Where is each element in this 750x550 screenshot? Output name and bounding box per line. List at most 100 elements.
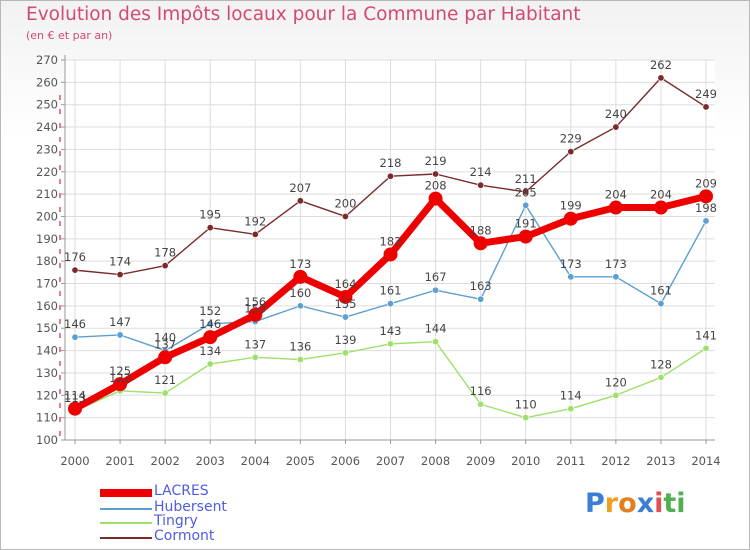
data-label-hubersent: 153 [244, 302, 266, 316]
data-label-cormont: 214 [470, 165, 492, 179]
y-tick-label: 270 [36, 53, 58, 67]
data-label-cormont: 207 [289, 181, 311, 195]
data-point-hubersent [522, 201, 530, 209]
legend-item-lacres: LACRES [100, 483, 340, 500]
data-label-lacres: 208 [425, 179, 447, 193]
y-tick-label: 260 [36, 75, 58, 89]
data-point-hubersent [612, 273, 620, 281]
data-point-lacres [653, 200, 668, 215]
y-tick-label: 110 [36, 411, 58, 425]
x-tick-label: 2002 [151, 454, 180, 468]
data-point-tingry [477, 400, 485, 408]
data-label-tingry: 128 [650, 357, 672, 371]
data-label-hubersent: 161 [380, 284, 402, 298]
data-label-lacres: 209 [695, 176, 717, 190]
y-tick-label: 200 [36, 209, 58, 223]
data-point-cormont [432, 170, 440, 178]
x-tick-label: 2005 [286, 454, 315, 468]
data-label-tingry: 134 [199, 344, 221, 358]
chart-title: Evolution des Impôts locaux pour la Comm… [26, 4, 581, 25]
data-label-hubersent: 152 [199, 304, 221, 318]
data-point-hubersent [206, 320, 214, 328]
data-label-cormont: 211 [515, 172, 537, 186]
legend-swatch-cormont [100, 537, 152, 539]
legend-swatch-hubersent [100, 508, 152, 510]
data-label-hubersent: 146 [64, 317, 86, 331]
data-label-cormont: 178 [154, 246, 176, 260]
data-point-tingry [251, 353, 259, 361]
y-tick-label: 190 [36, 232, 58, 246]
data-label-tingry: 114 [560, 389, 582, 403]
data-label-hubersent: 205 [515, 185, 537, 199]
x-tick-label: 2011 [556, 454, 585, 468]
legend-label-hubersent: Hubersent [154, 499, 227, 515]
logo-letter: i [654, 488, 664, 519]
data-point-lacres [699, 189, 713, 204]
data-label-tingry: 121 [154, 373, 176, 387]
data-point-hubersent [296, 302, 304, 310]
data-point-hubersent [477, 295, 485, 303]
data-label-lacres: 204 [605, 188, 627, 202]
data-label-cormont: 200 [334, 196, 356, 210]
data-label-lacres: 188 [470, 223, 492, 237]
data-label-cormont: 174 [109, 255, 131, 269]
legend-item-cormont: Cormont [100, 528, 340, 545]
data-label-hubersent: 155 [334, 297, 356, 311]
x-tick-label: 2000 [60, 454, 89, 468]
data-label-tingry: 122 [109, 371, 131, 385]
data-point-lacres [113, 377, 128, 392]
data-label-tingry: 113 [64, 391, 86, 405]
data-label-hubersent: 147 [109, 315, 131, 329]
y-tick-label: 220 [36, 165, 58, 179]
x-tick-label: 2013 [646, 454, 675, 468]
x-tick-label: 2004 [241, 454, 270, 468]
x-tick-label: 2003 [196, 454, 225, 468]
data-label-tingry: 143 [380, 324, 402, 338]
data-point-cormont [341, 212, 349, 220]
data-point-cormont [251, 230, 259, 238]
data-label-lacres: 137 [154, 337, 176, 351]
data-label-tingry: 110 [515, 398, 537, 412]
y-tick-label: 130 [36, 366, 58, 380]
data-label-hubersent: 198 [695, 201, 717, 215]
legend-label-lacres: LACRES [154, 483, 209, 499]
y-tick-label: 170 [36, 277, 58, 291]
y-tick-label: 230 [36, 142, 58, 156]
x-tick-label: 2008 [421, 454, 450, 468]
data-point-hubersent [657, 300, 665, 308]
data-label-tingry: 141 [695, 328, 717, 342]
data-label-cormont: 262 [650, 58, 672, 72]
data-point-cormont [161, 262, 169, 270]
data-label-lacres: 204 [650, 188, 672, 202]
data-point-tingry [161, 389, 169, 397]
data-point-tingry [341, 349, 349, 357]
data-point-tingry [567, 405, 575, 413]
legend-swatch-lacres [100, 489, 152, 497]
data-point-tingry [702, 344, 710, 352]
data-label-lacres: 173 [289, 257, 311, 271]
data-label-cormont: 240 [605, 107, 627, 121]
proxiti-logo: Proxiti [585, 488, 686, 519]
data-label-cormont: 195 [199, 208, 221, 222]
data-label-cormont: 219 [425, 154, 447, 168]
data-point-cormont [477, 181, 485, 189]
data-point-tingry [612, 391, 620, 399]
data-point-tingry [206, 360, 214, 368]
data-label-lacres: 156 [244, 295, 266, 309]
x-tick-label: 2014 [691, 454, 720, 468]
logo-letter: t [663, 488, 677, 519]
data-point-tingry [522, 414, 530, 422]
logo-letter: o [618, 488, 637, 519]
data-point-lacres [293, 269, 308, 284]
logo-letter: i [676, 488, 686, 519]
y-tick-label: 100 [36, 433, 58, 447]
chart-subtitle: (en € et par an) [26, 29, 113, 42]
data-label-lacres: 114 [64, 389, 86, 403]
data-point-hubersent [116, 331, 124, 339]
data-point-lacres [473, 236, 488, 251]
data-label-lacres: 146 [199, 317, 221, 331]
data-point-lacres [383, 247, 398, 262]
data-point-lacres [203, 330, 218, 345]
data-point-hubersent [71, 333, 79, 341]
